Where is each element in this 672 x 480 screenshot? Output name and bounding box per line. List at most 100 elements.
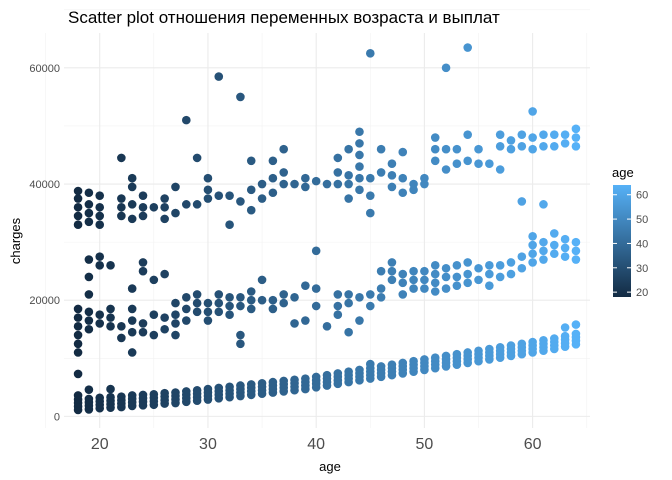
data-point xyxy=(138,327,148,337)
data-point xyxy=(452,261,462,270)
data-point xyxy=(311,372,321,382)
data-point xyxy=(474,144,483,154)
data-point xyxy=(203,173,213,183)
data-point xyxy=(290,375,299,385)
data-point xyxy=(560,252,570,261)
data-point xyxy=(182,304,191,314)
data-point xyxy=(517,141,527,151)
data-point xyxy=(257,179,267,189)
data-point xyxy=(236,293,245,302)
data-point xyxy=(84,290,94,299)
data-point xyxy=(84,307,94,317)
data-point xyxy=(311,246,321,256)
data-point xyxy=(571,246,581,256)
data-point xyxy=(452,272,462,282)
data-point xyxy=(311,301,321,311)
data-point xyxy=(117,194,126,203)
x-axis-title: age xyxy=(319,459,341,474)
data-point xyxy=(549,249,559,259)
data-point xyxy=(257,295,267,305)
data-point xyxy=(441,144,451,154)
data-point xyxy=(528,258,537,267)
y-tick-labels: 0 20000 40000 60000 xyxy=(29,63,60,424)
data-point xyxy=(571,141,581,151)
data-point xyxy=(430,269,440,279)
legend-tick-label: 30 xyxy=(636,263,648,275)
data-point xyxy=(73,391,83,400)
data-point xyxy=(571,124,581,134)
data-point xyxy=(246,287,256,296)
data-point xyxy=(571,329,581,339)
data-point xyxy=(268,156,278,166)
data-point xyxy=(84,200,94,209)
data-point xyxy=(322,179,332,189)
y-axis-title: charges xyxy=(8,217,23,264)
data-point xyxy=(236,381,245,390)
data-point xyxy=(355,127,364,137)
legend-ticks: 20 30 40 50 60 xyxy=(613,190,648,299)
data-point xyxy=(203,307,213,317)
data-point xyxy=(376,266,386,276)
data-point xyxy=(182,316,191,325)
data-point xyxy=(430,261,440,270)
data-point xyxy=(365,208,375,218)
data-point xyxy=(84,188,94,198)
data-point xyxy=(236,197,245,206)
data-point xyxy=(333,310,343,320)
data-point xyxy=(517,130,527,139)
data-point xyxy=(560,234,570,244)
data-point xyxy=(246,205,256,215)
data-point xyxy=(95,261,105,270)
data-point xyxy=(376,144,386,154)
data-point xyxy=(279,168,289,177)
data-point xyxy=(301,374,310,383)
data-point xyxy=(236,330,245,340)
data-point xyxy=(246,304,256,314)
data-point xyxy=(117,333,126,343)
data-point xyxy=(117,392,126,401)
data-point xyxy=(246,156,256,166)
data-point xyxy=(355,150,364,160)
data-point xyxy=(528,144,537,154)
data-point xyxy=(160,202,169,212)
data-point xyxy=(387,182,397,192)
data-point xyxy=(301,182,310,192)
data-point xyxy=(333,153,343,163)
data-point xyxy=(409,275,418,285)
data-point xyxy=(203,185,213,195)
data-point xyxy=(192,307,202,317)
data-point xyxy=(84,324,94,334)
data-point xyxy=(127,284,137,293)
data-point xyxy=(95,191,105,200)
data-point xyxy=(344,179,353,189)
data-point xyxy=(236,339,245,349)
data-point xyxy=(225,382,234,392)
data-point xyxy=(495,130,505,139)
data-point xyxy=(365,49,375,58)
data-point xyxy=(355,162,364,171)
data-point xyxy=(127,182,137,192)
data-point xyxy=(495,342,505,352)
data-point xyxy=(528,337,537,347)
data-point xyxy=(344,367,353,376)
data-point xyxy=(225,293,234,302)
legend: age 20 30 40 50 60 xyxy=(612,165,648,299)
data-point xyxy=(441,63,451,73)
data-point xyxy=(290,293,299,302)
data-point xyxy=(138,211,148,221)
data-point xyxy=(160,324,169,334)
data-point xyxy=(495,165,505,174)
data-point xyxy=(95,211,105,221)
data-point xyxy=(333,168,343,177)
data-point xyxy=(485,281,494,290)
data-point xyxy=(279,290,289,299)
data-point xyxy=(257,275,267,285)
data-point xyxy=(84,208,94,218)
x-tick-label: 30 xyxy=(199,436,217,453)
data-point xyxy=(182,387,191,396)
data-point xyxy=(539,237,548,247)
data-point xyxy=(485,269,494,279)
data-point xyxy=(365,191,375,200)
data-point xyxy=(387,360,397,369)
data-point xyxy=(214,290,224,299)
